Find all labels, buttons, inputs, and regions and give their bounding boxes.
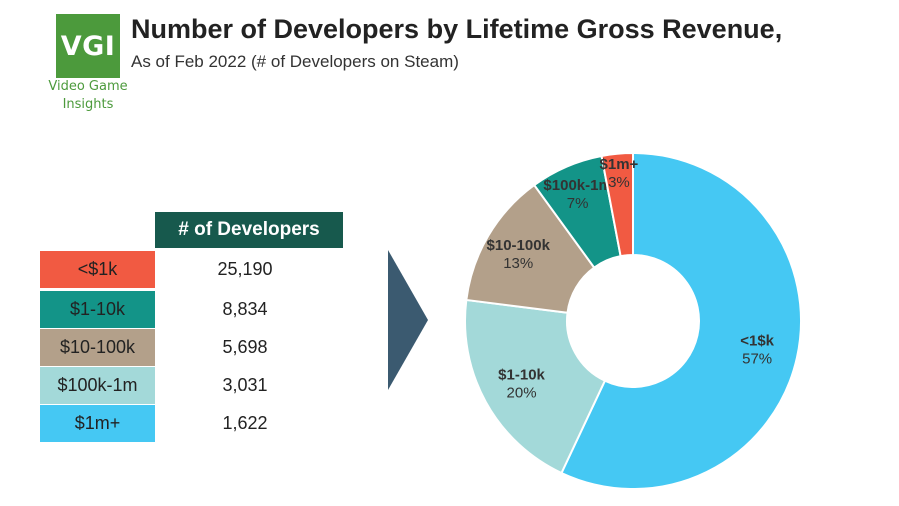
slice-percent: 13% [503, 255, 533, 272]
table-row-label: $100k-1m [40, 367, 155, 404]
table-header: # of Developers [155, 212, 343, 248]
table-row-value: 1,622 [222, 413, 268, 433]
table-row-label: $10-100k [40, 329, 155, 366]
table-row-label: <$1k [40, 251, 155, 288]
chart-title: Number of Developers by Lifetime Gross R… [131, 14, 783, 44]
table-row-label: $1m+ [40, 405, 155, 442]
slice-percent: 3% [608, 174, 630, 191]
logo-line-1: Video Game [48, 79, 128, 94]
table-row-value: 25,190 [217, 259, 273, 279]
slice-label: $10-100k [487, 237, 551, 254]
logo-line-2: Insights [62, 97, 114, 112]
table-row-label: $1-10k [40, 291, 155, 328]
table-row-value: 3,031 [222, 375, 268, 395]
slice-label: <1$k [740, 333, 774, 350]
slice-percent: 20% [507, 384, 537, 401]
donut-slice [600, 151, 634, 258]
arrow-right-icon [388, 250, 428, 390]
slice-percent: 7% [567, 195, 589, 212]
slice-percent: 57% [742, 351, 772, 368]
vgi-logo: VGI [56, 14, 120, 78]
donut-slice [464, 298, 607, 475]
slice-label: $1m+ [600, 156, 639, 173]
logo-text: Video Game Insights [30, 78, 146, 114]
chart-subtitle: As of Feb 2022 (# of Developers on Steam… [131, 52, 459, 71]
donut-slice [560, 151, 802, 490]
logo-mark: VGI [60, 30, 116, 62]
table-row-value: 5,698 [222, 337, 268, 357]
donut-slice [465, 183, 596, 314]
slice-label: $100k-1m [543, 177, 611, 194]
table-row-value: 8,834 [222, 299, 268, 319]
slice-label: $1-10k [498, 366, 545, 383]
